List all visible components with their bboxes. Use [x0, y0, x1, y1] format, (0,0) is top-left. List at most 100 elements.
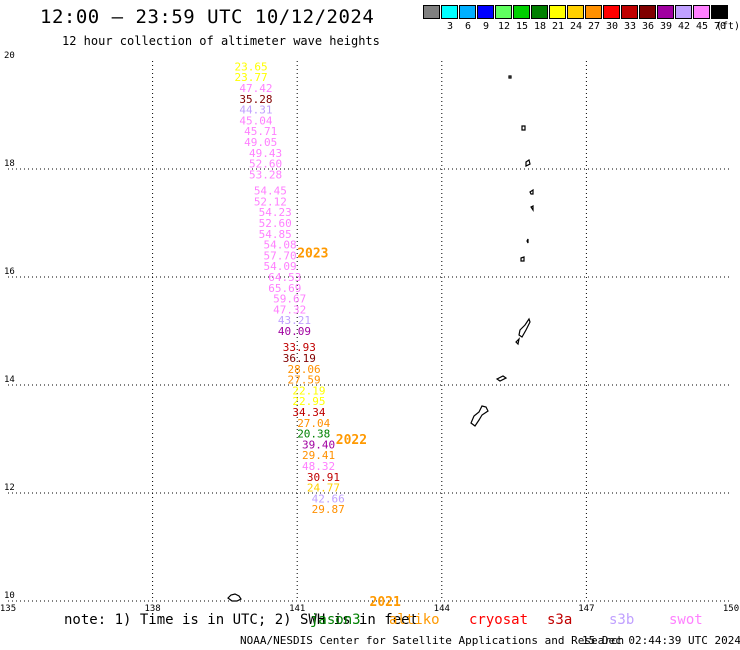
wave-height-label: 53.28 [249, 168, 282, 181]
satellite-name-s3a: s3a [547, 612, 573, 628]
lon-tick-label: 138 [144, 604, 160, 614]
wave-height-label: 24.77 [307, 482, 340, 495]
satellite-name-swot: swot [669, 612, 703, 628]
wave-height-label: 49.43 [249, 147, 282, 160]
wave-height-label: 35.28 [239, 93, 272, 106]
lat-tick-label: 10 [4, 591, 15, 601]
satellite-name-altiko: altiko [389, 612, 440, 628]
legend-tick-label: 39 [659, 21, 673, 32]
rota-outline [495, 375, 508, 382]
wave-height-label: 40.09 [278, 325, 311, 338]
legend-tick-label: 45 [695, 21, 709, 32]
wave-height-label: 59.67 [273, 293, 306, 306]
lon-tick-label: 141 [289, 604, 305, 614]
map-grid [8, 61, 731, 602]
legend-tick-label: 24 [569, 21, 583, 32]
generated-timestamp: 15 Dec 02:44:39 UTC 2024 [582, 634, 740, 647]
legend-tick-label: 36 [641, 21, 655, 32]
legend-swatch [459, 5, 476, 19]
wave-height-label: 49.05 [244, 136, 277, 149]
legend-swatch [423, 5, 440, 19]
wave-height-label: 54.09 [263, 260, 296, 273]
wave-height-label: 42.66 [312, 492, 345, 505]
legend-swatch [693, 5, 710, 19]
credit-line: NOAA/NESDIS Center for Satellite Applica… [240, 634, 625, 647]
legend-tick-label: 9 [482, 21, 490, 32]
lon-tick-label: 135 [0, 604, 16, 614]
wave-height-label: 57.70 [263, 249, 296, 262]
wave-height-label: 64.53 [268, 271, 301, 284]
lon-tick-label: 150 [723, 604, 739, 614]
land-outlines [227, 75, 534, 602]
asuncion-outline [521, 125, 526, 131]
wave-height-label: 54.23 [259, 206, 292, 219]
lat-tick-label: 14 [4, 375, 15, 385]
legend-tick-label: 27 [587, 21, 601, 32]
lat-tick-label: 12 [4, 483, 15, 493]
satellite-name-jason3: jason3 [310, 612, 361, 628]
track-year-label: 2023 [297, 247, 328, 262]
legend-swatch [639, 5, 656, 19]
legend-swatch [675, 5, 692, 19]
sarigan-outline [526, 238, 529, 244]
legend-swatch [531, 5, 548, 19]
wave-height-label: 54.08 [263, 239, 296, 252]
legend-swatch [549, 5, 566, 19]
wave-height-label: 44.31 [239, 104, 272, 117]
legend-swatch [621, 5, 638, 19]
track-year-label: 2021 [370, 595, 401, 610]
wave-height-observations: 23.6523.7747.4235.2844.3145.0445.7149.05… [235, 60, 345, 516]
axis-tick-labels: 10 12 14 16 18 20 135 138 141 144 147 150 [0, 51, 739, 614]
wave-height-label: 28.06 [288, 363, 321, 376]
farallon-outline [508, 75, 512, 79]
wave-height-label: 52.12 [254, 195, 287, 208]
legend-tick-label: 70 [713, 21, 727, 32]
chart-subtitle: 12 hour collection of altimeter wave hei… [62, 34, 380, 48]
wave-height-label: 34.34 [292, 406, 325, 419]
wave-height-label: 29.87 [312, 503, 345, 516]
wave-height-label: 54.85 [259, 228, 292, 241]
wave-height-label: 23.77 [235, 71, 268, 84]
legend-tick-label: 33 [623, 21, 637, 32]
lat-tick-label: 20 [4, 51, 15, 61]
legend-swatch [711, 5, 728, 19]
legend-swatch [477, 5, 494, 19]
wave-height-label: 65.69 [268, 282, 301, 295]
legend-unit: (ft) [716, 21, 740, 32]
legend-tick-label: 42 [677, 21, 691, 32]
legend-swatch [513, 5, 530, 19]
legend-swatch [603, 5, 620, 19]
wave-height-label: 48.32 [302, 460, 335, 473]
anatahan-outline [520, 256, 525, 262]
wave-height-label: 45.04 [239, 114, 272, 127]
saipan-outline [518, 317, 531, 338]
lon-tick-label: 144 [434, 604, 450, 614]
chart-title: 12:00 – 23:59 UTC 10/12/2024 [40, 6, 375, 28]
agrihan-outline [525, 159, 531, 167]
wave-height-label: 47.42 [239, 82, 272, 95]
wave-height-label: 52.60 [259, 217, 292, 230]
wave-height-label: 23.65 [235, 60, 268, 73]
wave-height-label: 22.95 [292, 395, 325, 408]
track-year-labels: 2023 2022 2021 [297, 247, 401, 610]
legend-tick-label: 15 [515, 21, 529, 32]
legend-tick-label: 12 [497, 21, 511, 32]
footer-note: note: 1) Time is in UTC; 2) SWH is in fe… [64, 612, 419, 628]
legend-tick-label: 3 [446, 21, 454, 32]
track-year-label: 2022 [336, 433, 367, 448]
lat-tick-label: 18 [4, 159, 15, 169]
legend-swatch [585, 5, 602, 19]
palau-kayangel-outline [227, 593, 242, 602]
legend-swatch [657, 5, 674, 19]
wave-height-label: 20.38 [297, 428, 330, 441]
wave-height-label: 43.21 [278, 314, 311, 327]
guam-outline [470, 405, 489, 427]
wave-height-label: 36.19 [283, 352, 316, 365]
wave-height-label: 54.45 [254, 185, 287, 198]
pagan-outline [529, 188, 534, 195]
legend-tick-label: 6 [464, 21, 472, 32]
wave-height-label: 47.32 [273, 303, 306, 316]
tinian-outline [515, 337, 520, 346]
legend-swatch [567, 5, 584, 19]
